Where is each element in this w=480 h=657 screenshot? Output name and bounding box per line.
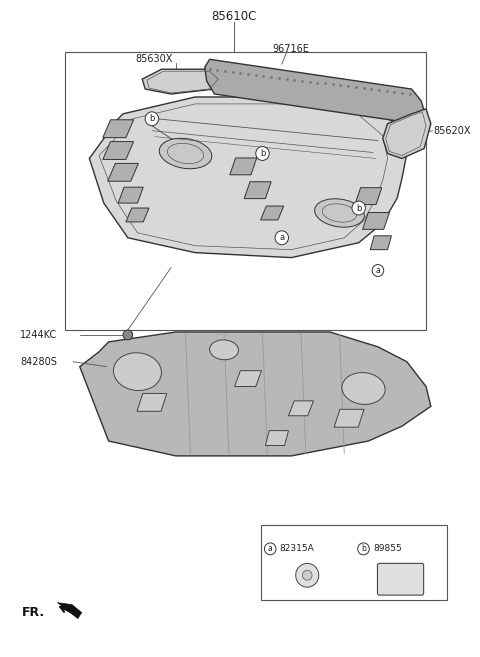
FancyBboxPatch shape (377, 563, 424, 595)
Circle shape (296, 563, 319, 587)
Text: b: b (356, 204, 361, 212)
Polygon shape (89, 97, 407, 258)
Polygon shape (205, 59, 426, 124)
Text: b: b (361, 545, 366, 553)
Polygon shape (108, 164, 138, 181)
Polygon shape (103, 142, 133, 160)
Ellipse shape (342, 373, 385, 405)
Polygon shape (126, 208, 149, 222)
Polygon shape (235, 371, 262, 386)
Polygon shape (137, 394, 167, 411)
Ellipse shape (210, 340, 239, 360)
Ellipse shape (314, 199, 364, 227)
Polygon shape (355, 188, 382, 204)
Circle shape (372, 265, 384, 277)
Ellipse shape (113, 353, 161, 390)
Text: a: a (268, 545, 273, 553)
Text: 96716E: 96716E (272, 45, 309, 55)
Text: 89855: 89855 (373, 545, 402, 553)
Polygon shape (103, 120, 133, 137)
Polygon shape (362, 212, 389, 229)
Circle shape (256, 147, 269, 160)
Text: FR.: FR. (22, 606, 45, 619)
Circle shape (275, 231, 288, 244)
Polygon shape (265, 430, 288, 445)
Text: 1244KC: 1244KC (20, 330, 57, 340)
Polygon shape (261, 206, 284, 220)
Text: a: a (279, 233, 284, 242)
Polygon shape (142, 69, 224, 94)
Polygon shape (118, 187, 143, 203)
Circle shape (145, 112, 158, 125)
Text: b: b (260, 149, 265, 158)
Bar (261, 526, 447, 600)
Text: a: a (375, 266, 380, 275)
Text: b: b (149, 114, 155, 124)
Polygon shape (288, 401, 313, 416)
Text: 84280S: 84280S (20, 357, 57, 367)
Circle shape (123, 330, 132, 340)
Polygon shape (244, 182, 271, 198)
Text: 85630X: 85630X (135, 55, 173, 64)
Circle shape (352, 201, 365, 215)
Circle shape (302, 570, 312, 580)
Text: 85620X: 85620X (434, 125, 471, 136)
Text: 85610C: 85610C (211, 10, 256, 23)
Polygon shape (383, 109, 431, 158)
Polygon shape (334, 409, 364, 427)
Circle shape (358, 543, 369, 555)
Polygon shape (58, 602, 82, 618)
Text: 82315A: 82315A (280, 545, 314, 553)
Polygon shape (80, 332, 431, 456)
Polygon shape (230, 158, 257, 175)
Bar (65, 53, 426, 330)
Ellipse shape (159, 138, 212, 169)
Circle shape (264, 543, 276, 555)
Polygon shape (370, 236, 391, 250)
